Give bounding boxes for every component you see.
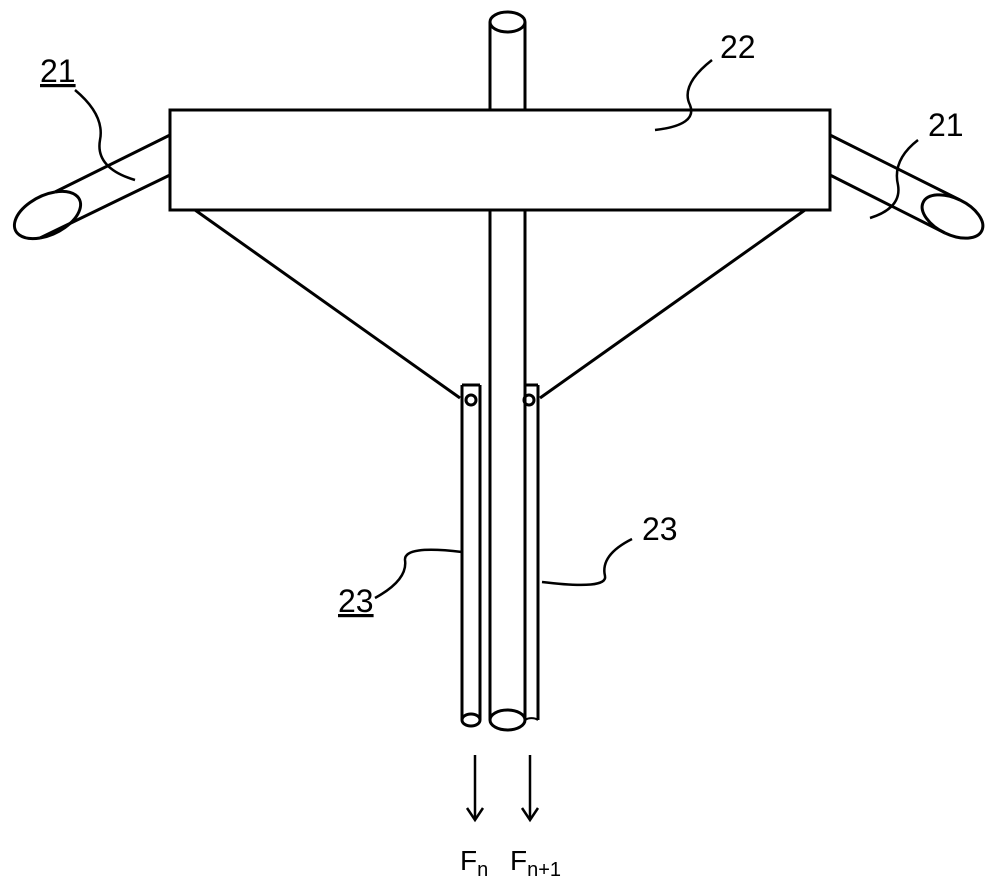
v-lines [195, 210, 805, 398]
vertical-rod-bottom [490, 210, 525, 730]
force-arrows [467, 755, 538, 820]
force-label-n: Fn [460, 845, 488, 881]
diagram-canvas: 21 21 22 23 23 Fn Fn+1 [0, 0, 1000, 895]
label-21-left: 21 [40, 53, 76, 89]
label-23-left: 23 [338, 583, 374, 619]
label-22: 22 [720, 29, 756, 65]
left-hanger [462, 385, 480, 726]
force-label-n1: Fn+1 [510, 845, 561, 881]
crossbar [170, 110, 830, 210]
label-23-right: 23 [642, 511, 678, 547]
left-arm [14, 135, 170, 239]
vertical-rod-top [490, 12, 525, 110]
label-21-right: 21 [928, 107, 964, 143]
